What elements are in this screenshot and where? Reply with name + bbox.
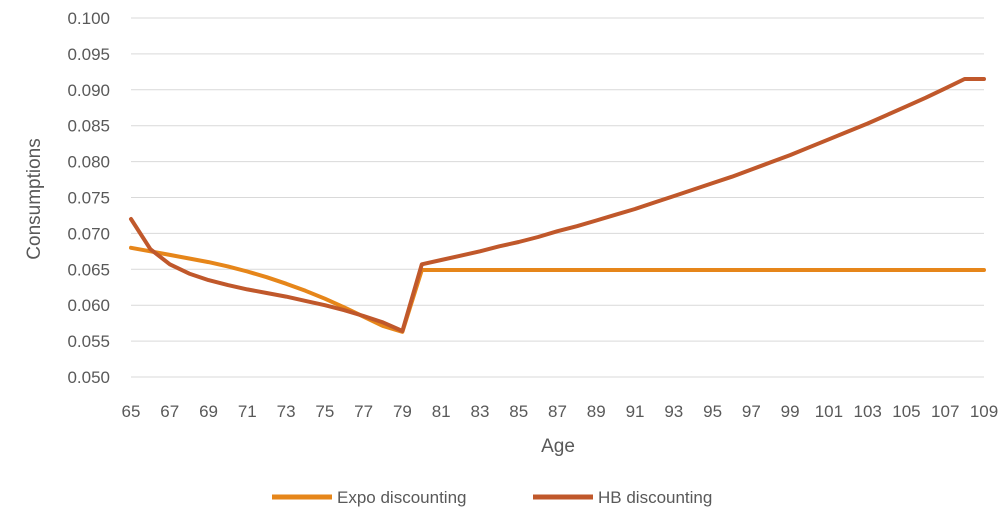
series-line-expo	[129, 245, 986, 334]
x-tick-label: 101	[815, 402, 843, 421]
x-tick-label: 109	[970, 402, 998, 421]
x-tick-label: 69	[199, 402, 218, 421]
x-tick-label: 91	[626, 402, 645, 421]
y-tick-label: 0.055	[67, 332, 110, 351]
y-tick-label: 0.090	[67, 81, 110, 100]
x-tick-label: 65	[122, 402, 141, 421]
x-tick-label: 99	[781, 402, 800, 421]
x-tick-label: 105	[892, 402, 920, 421]
y-axis-title: Consumptions	[24, 138, 45, 259]
x-tick-label: 93	[664, 402, 683, 421]
y-tick-label: 0.100	[67, 9, 110, 28]
x-tick-label: 75	[315, 402, 334, 421]
series-lines	[129, 77, 986, 334]
y-tick-label: 0.085	[67, 117, 110, 136]
x-tick-label: 97	[742, 402, 761, 421]
y-tick-label: 0.050	[67, 368, 110, 387]
gridlines	[131, 17, 984, 378]
x-tick-label: 103	[853, 402, 881, 421]
x-tick-label: 77	[354, 402, 373, 421]
x-tick-label: 71	[238, 402, 257, 421]
legend: Expo discounting HB discounting	[272, 488, 712, 507]
x-tick-label: 89	[587, 402, 606, 421]
y-tick-label: 0.075	[67, 189, 110, 208]
y-tick-label: 0.060	[67, 296, 110, 315]
legend-label-expo: Expo discounting	[337, 488, 466, 507]
y-tick-label: 0.080	[67, 153, 110, 172]
y-tick-label: 0.065	[67, 260, 110, 279]
x-tick-label: 85	[509, 402, 528, 421]
y-tick-label: 0.095	[67, 45, 110, 64]
legend-item-hb: HB discounting	[533, 488, 712, 507]
x-tick-label: 95	[703, 402, 722, 421]
series-line-hb	[129, 77, 986, 333]
x-tick-label: 79	[393, 402, 412, 421]
x-tick-label: 81	[432, 402, 451, 421]
legend-item-expo: Expo discounting	[272, 488, 466, 507]
x-tick-label: 67	[160, 402, 179, 421]
y-axis-ticks: 0.050 0.055 0.060 0.065 0.070 0.075 0.080 0.085…	[67, 9, 110, 387]
x-tick-label: 107	[931, 402, 959, 421]
y-tick-label: 0.070	[67, 224, 110, 243]
x-axis-title: Age	[541, 436, 575, 457]
x-tick-label: 87	[548, 402, 567, 421]
x-tick-label: 83	[470, 402, 489, 421]
legend-label-hb: HB discounting	[598, 488, 712, 507]
x-tick-label: 73	[277, 402, 296, 421]
x-axis-ticks: 65 67 69 71 73 75 77 79 81 83 85 87 89 91 93 95 97 99 101 1…	[122, 402, 999, 421]
